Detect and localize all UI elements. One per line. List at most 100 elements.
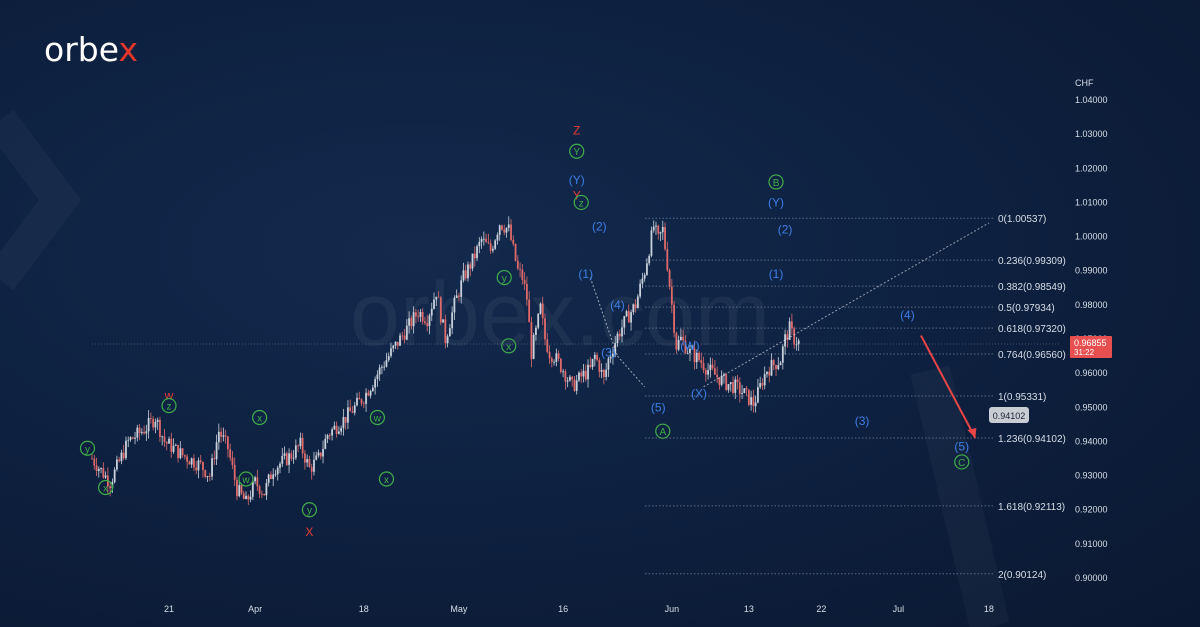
fib-label-8: 1.618(0.92113) [998,502,1065,513]
candle-body-249 [655,225,657,227]
candle-body-69 [247,495,250,500]
wave-circle-25 [768,174,784,190]
candle-body-175 [487,242,490,244]
candle-body-167 [469,264,472,269]
candle-body-202 [548,352,551,359]
candle-body-154 [439,297,442,323]
candle-body-302 [775,365,777,369]
x-tick-2: 18 [359,604,369,614]
candle-body-65 [238,485,241,497]
fib-label-0: 0(1.00537) [998,214,1046,225]
candle-body-183 [505,227,508,233]
candle-body-94 [304,453,306,463]
candle-body-240 [634,304,637,309]
wave-label-25: B [773,178,780,189]
candle-body-88 [290,453,293,459]
candle-body-225 [600,369,603,372]
wave-label-10: y [502,274,507,285]
candle-body-204 [553,361,555,363]
wave-label-9: x [384,475,389,486]
candle-body-263 [686,352,689,354]
candle-body-71 [251,481,254,497]
candle-body-299 [768,371,771,376]
candle-body-223 [596,354,598,361]
candle-body-287 [741,393,743,395]
candle-body-72 [254,477,256,482]
candle-body-272 [707,370,709,375]
candle-body-158 [448,328,451,337]
candle-body-91 [297,445,300,447]
wave-circle-32 [954,454,970,470]
candle-body-155 [442,319,444,323]
candle-body-51 [206,476,209,477]
candle-body-113 [347,407,349,423]
candle-body-184 [507,224,510,228]
candle-body-16 [127,439,130,441]
fib-label-5: 0.764(0.96560) [998,350,1066,361]
candle-body-92 [299,437,302,447]
wave-circle-0 [79,440,96,456]
x-tick-7: 22 [816,604,826,614]
wave-label-3: z [167,402,172,413]
wave-label-23: (W) [680,339,699,353]
wave-label-24: (X) [691,387,707,401]
candle-body-40 [181,448,184,456]
candle-body-234 [621,327,623,337]
candle-body-74 [258,486,261,494]
candle-body-144 [417,316,420,318]
candle-body-212 [571,376,574,380]
candle-body-125 [374,379,377,388]
candle-body-164 [462,270,465,281]
candle-body-108 [335,425,338,434]
candle-body-25 [147,418,150,432]
candle-body-20 [136,427,139,438]
candle-body-217 [582,370,585,377]
candle-body-55 [215,442,218,460]
candle-body-229 [609,356,612,359]
candle-body-106 [331,429,333,436]
brand-logo-text: orbe [44,30,119,69]
candle-body-259 [677,340,680,350]
candle-body-39 [179,448,182,459]
wave-circle-11 [501,338,517,354]
candle-body-44 [190,458,193,465]
candle-body-11 [116,459,118,470]
candle-body-24 [145,431,148,434]
candle-body-172 [480,239,483,242]
candle-body-2 [95,465,98,471]
candle-body-310 [793,328,796,345]
candle-body-293 [754,402,757,407]
candle-body-3 [97,468,100,471]
candle-body-281 [727,384,730,390]
candle-body-60 [227,436,229,450]
x-tick-0: 21 [164,604,174,614]
wave-circle-4 [252,409,268,426]
candle-body-262 [684,340,687,354]
candle-body-107 [333,425,336,430]
y-tick-12: 0.92000 [1075,505,1108,515]
candle-body-136 [399,335,401,346]
candle-body-64 [236,479,238,497]
wave-circle-5 [238,471,254,487]
x-tick-3: May [450,604,468,614]
candle-body-169 [473,253,476,259]
candle-body-297 [763,374,766,386]
fib-label-2: 0.382(0.98549) [998,282,1066,293]
wave-label-1: x [103,484,108,495]
candle-body-86 [285,453,288,465]
candle-body-257 [673,304,676,333]
candle-body-22 [140,431,143,433]
candle-body-140 [408,318,410,326]
wave-label-21: (5) [651,400,666,414]
current-price-countdown: 31:22 [1074,348,1095,357]
target-callout [989,406,1029,423]
candle-body-62 [231,457,234,465]
candle-body-288 [743,388,746,394]
candle-body-243 [641,278,644,284]
candle-body-226 [602,369,605,378]
candle-body-130 [385,360,388,367]
fib-label-9: 2(0.90124) [998,570,1046,581]
candle-body-141 [410,318,413,327]
candle-body-308 [788,321,791,340]
candle-body-298 [766,371,768,375]
